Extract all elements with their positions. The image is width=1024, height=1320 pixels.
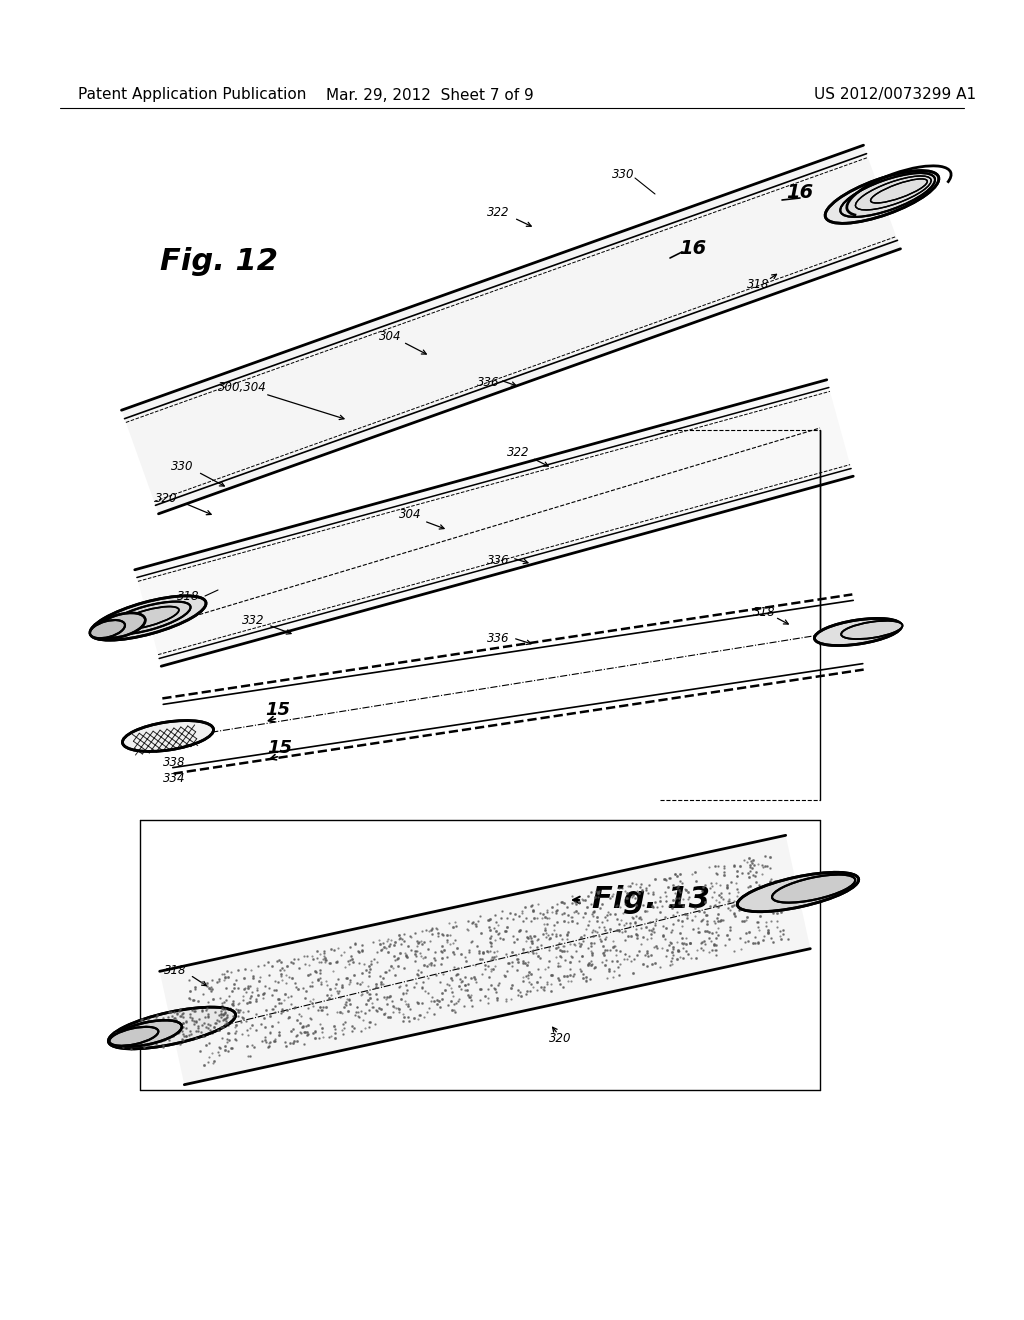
Text: 15: 15: [267, 739, 293, 756]
Ellipse shape: [117, 607, 179, 630]
Ellipse shape: [772, 875, 855, 903]
Text: 334: 334: [163, 771, 185, 784]
Text: 318: 318: [746, 279, 769, 292]
Ellipse shape: [855, 176, 931, 210]
Text: Fig. 12: Fig. 12: [160, 248, 278, 276]
Text: 304: 304: [379, 330, 401, 342]
Text: 336: 336: [486, 631, 509, 644]
Ellipse shape: [90, 595, 206, 640]
Text: Mar. 29, 2012  Sheet 7 of 9: Mar. 29, 2012 Sheet 7 of 9: [326, 87, 534, 103]
Text: US 2012/0073299 A1: US 2012/0073299 A1: [814, 87, 976, 103]
Ellipse shape: [737, 873, 859, 912]
Text: 16: 16: [679, 239, 707, 257]
Text: 318: 318: [753, 606, 775, 619]
Ellipse shape: [105, 602, 190, 635]
Ellipse shape: [110, 1027, 159, 1045]
Ellipse shape: [841, 173, 935, 216]
Text: 322: 322: [507, 446, 529, 458]
Ellipse shape: [96, 612, 145, 638]
Ellipse shape: [109, 1007, 236, 1049]
Text: 300,304: 300,304: [218, 381, 266, 395]
Text: 322: 322: [486, 206, 509, 219]
Text: Patent Application Publication: Patent Application Publication: [78, 87, 306, 103]
Polygon shape: [160, 836, 810, 1085]
Text: 332: 332: [242, 615, 264, 627]
Text: 336: 336: [477, 376, 500, 389]
Ellipse shape: [90, 620, 125, 638]
Text: 320: 320: [155, 491, 177, 504]
Text: 15: 15: [265, 701, 291, 719]
Text: 16: 16: [786, 183, 814, 202]
Text: 336: 336: [486, 553, 509, 566]
Polygon shape: [122, 145, 900, 513]
Polygon shape: [135, 380, 853, 667]
Ellipse shape: [114, 1020, 182, 1047]
Text: 320: 320: [549, 1031, 571, 1044]
Text: 318: 318: [164, 964, 186, 977]
Text: 338: 338: [163, 755, 185, 768]
Text: 330: 330: [611, 168, 634, 181]
Text: 318: 318: [177, 590, 200, 602]
Ellipse shape: [825, 170, 939, 223]
Text: 330: 330: [171, 461, 194, 474]
Ellipse shape: [123, 721, 214, 751]
Text: Fig. 13: Fig. 13: [592, 886, 710, 915]
Ellipse shape: [841, 620, 902, 639]
Ellipse shape: [814, 619, 901, 645]
Ellipse shape: [870, 180, 928, 203]
Text: 304: 304: [398, 508, 421, 521]
